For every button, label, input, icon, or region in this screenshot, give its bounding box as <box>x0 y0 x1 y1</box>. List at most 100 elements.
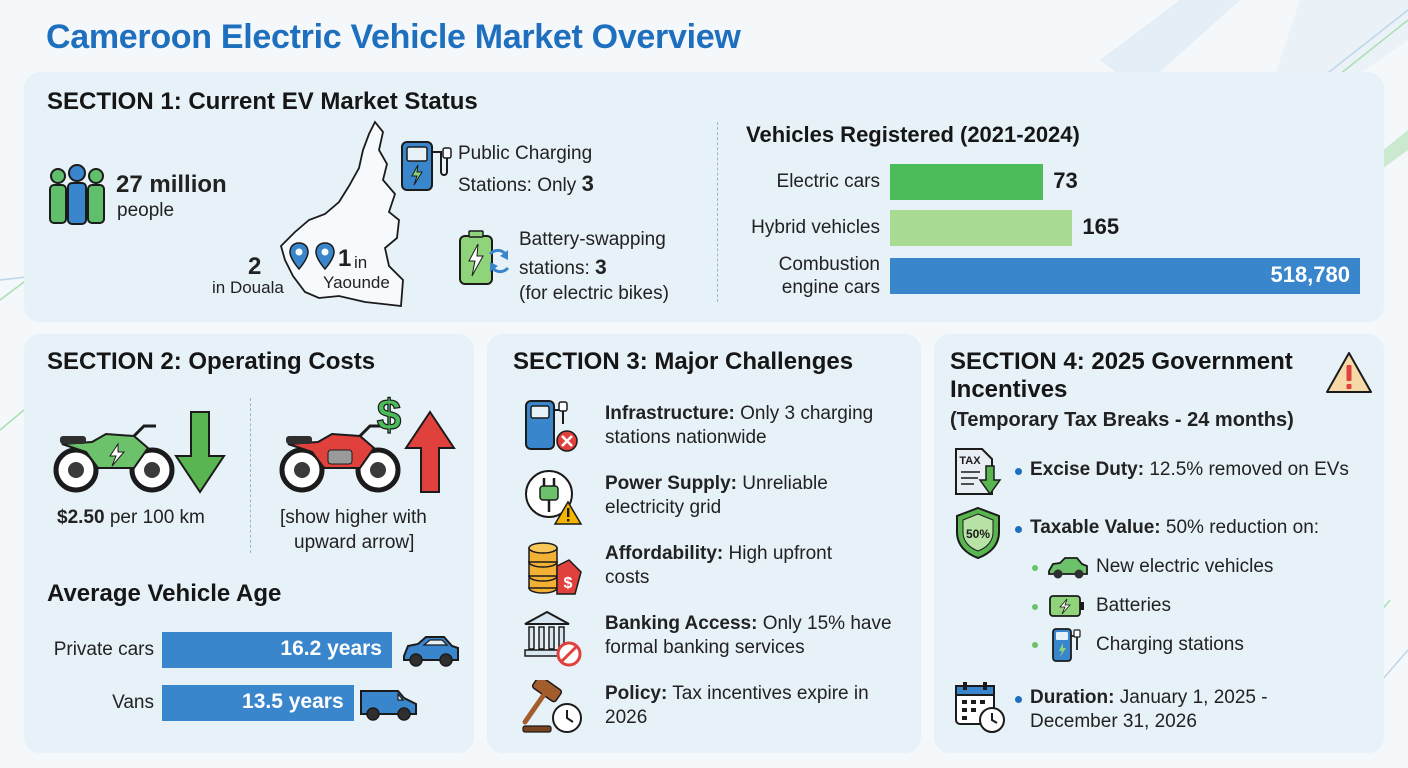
bar-label: Combustion engine cars <box>779 254 880 300</box>
section3-title: SECTION 3: Major Challenges <box>513 348 854 375</box>
challenge-text: Only 3 charging <box>734 403 874 424</box>
power-plug-warning-icon <box>525 470 583 525</box>
section-operating-costs: SECTION 2: Operating Costs $2.50 per 100… <box>24 334 474 753</box>
charging-line2: Stations: Only 3 <box>458 171 594 196</box>
douala-pin-icon <box>289 242 309 270</box>
registrations-chart: Electric cars 73 Hybrid vehicles 165 Combust… <box>24 72 1384 322</box>
shield-percent-icon: 50% <box>956 506 1000 560</box>
shield-badge-text: 50% <box>966 527 990 541</box>
age-title: Average Vehicle Age <box>47 580 282 607</box>
electric-cost: $2.50 per 100 km <box>57 507 205 528</box>
bar-value: 73 <box>1053 168 1078 193</box>
yaounde-label-a: in <box>354 253 368 272</box>
challenge-line1: Policy: Tax incentives expire in <box>605 682 869 706</box>
bar-label-line: engine cars <box>781 276 880 298</box>
douala-count: 2 <box>248 253 262 280</box>
challenge-text: High upfront <box>723 543 833 564</box>
section2-divider <box>250 398 251 553</box>
down-arrow-icon <box>174 411 226 494</box>
fuel-cost-line2: upward arrow] <box>294 532 415 553</box>
population-value: 27 million <box>116 171 227 198</box>
sub-bullet <box>1032 604 1038 610</box>
excise-text: Excise Duty: 12.5% removed on EVs <box>1030 459 1349 480</box>
people-icon <box>49 164 105 225</box>
challenge-line1: Power Supply: Unreliable <box>605 472 828 496</box>
charging-line1: Public Charging <box>458 143 593 164</box>
dollar-sign-icon: $ <box>376 390 402 438</box>
challenge-head: Infrastructure: <box>605 403 735 424</box>
age-bar <box>162 685 354 721</box>
duration-bullet <box>1015 696 1022 703</box>
challenge-text: Unreliable <box>736 473 828 494</box>
page-title: Cameroon Electric Vehicle Market Overvie… <box>46 18 741 56</box>
warning-icon <box>1326 352 1372 393</box>
yaounde-label-b: Yaounde <box>323 273 390 292</box>
bar-label: Hybrid vehicles <box>751 217 880 240</box>
age-label: Private cars <box>53 639 154 660</box>
charging-station-blocked-icon <box>525 400 578 452</box>
tax-icon-text: TAX <box>959 455 981 467</box>
section1-title: SECTION 1: Current EV Market Status <box>47 88 478 115</box>
challenge-line2: electricity grid <box>605 497 722 518</box>
svg-text:$: $ <box>377 391 401 438</box>
section4-title: SECTION 4: 2025 Government Incentives <box>950 348 1293 404</box>
challenge-line1: Affordability: High upfront <box>605 542 832 566</box>
swap-line2: stations: 3 <box>519 256 607 279</box>
electric-car-icon <box>1048 557 1088 579</box>
vehicle-age-chart: Private cars 16.2 years Vans 13.5 years <box>24 334 474 753</box>
tax-document-icon: TAX <box>955 448 1002 496</box>
duration-line1: Duration: January 1, 2025 - <box>1030 687 1268 708</box>
challenge-head: Policy: <box>605 683 668 704</box>
bank-blocked-icon <box>524 610 582 667</box>
douala-label: in Douala <box>212 278 284 297</box>
challenge-head: Power Supply: <box>605 473 737 494</box>
challenge-line2: stations nationwide <box>605 427 767 448</box>
section-challenges: SECTION 3: Major Challenges $ <box>487 334 921 753</box>
bar-label-line: Hybrid vehicles <box>751 217 880 238</box>
bar <box>890 210 1073 246</box>
age-value: 13.5 years <box>242 690 344 713</box>
electric-motorbike-icon <box>53 424 175 493</box>
sub-bullet <box>1032 642 1038 648</box>
challenge-line1: Banking Access: Only 15% have <box>605 612 892 636</box>
calendar-clock-icon <box>955 682 1005 733</box>
coins-price-tag-icon: $ <box>528 542 582 595</box>
duration-line2: December 31, 2026 <box>1030 711 1197 732</box>
swap-count: 3 <box>595 256 607 279</box>
van-icon <box>360 690 417 721</box>
bar-value: 165 <box>1082 214 1120 239</box>
challenge-text: Tax incentives expire in <box>667 683 869 704</box>
section1-divider <box>717 122 718 302</box>
sub-bullet <box>1032 565 1038 571</box>
section-incentives: SECTION 4: 2025 Government Incentives (T… <box>934 334 1384 753</box>
battery-swap-icon <box>459 230 510 285</box>
incentive-item-ev: New electric vehicles <box>1096 556 1274 577</box>
electric-cost-amount: $2.50 <box>57 507 105 528</box>
age-value: 16.2 years <box>280 637 382 660</box>
chart-title: Vehicles Registered (2021-2024) <box>746 122 1080 147</box>
challenge-line2: formal banking services <box>605 637 805 658</box>
fuel-cost-line1: [show higher with <box>280 507 427 528</box>
challenge-head: Affordability: <box>605 543 724 564</box>
challenge-head: Banking Access: <box>605 613 758 634</box>
section4-title-line1: SECTION 4: 2025 Government <box>950 348 1293 375</box>
bar-label: Electric cars <box>777 171 880 194</box>
section2-title: SECTION 2: Operating Costs <box>47 348 376 375</box>
population-label: people <box>117 200 175 221</box>
section4-title-line2: Incentives <box>950 376 1068 404</box>
svg-text:$: $ <box>564 575 573 592</box>
age-label: Vans <box>112 692 154 713</box>
cameroon-map-icon <box>279 120 404 307</box>
gavel-clock-icon <box>522 680 582 733</box>
taxable-text: Taxable Value: 50% reduction on: <box>1030 517 1320 538</box>
up-arrow-icon <box>404 410 456 493</box>
taxable-bullet <box>1015 526 1022 533</box>
excise-bullet <box>1015 468 1022 475</box>
challenge-line2: 2026 <box>605 707 648 728</box>
charging-station-icon <box>401 141 452 191</box>
yaounde-pin-icon <box>315 242 335 270</box>
battery-icon <box>1049 595 1084 617</box>
bar <box>890 164 1044 200</box>
incentive-item-batteries: Batteries <box>1096 595 1171 616</box>
challenge-line1: Infrastructure: Only 3 charging <box>605 402 873 426</box>
